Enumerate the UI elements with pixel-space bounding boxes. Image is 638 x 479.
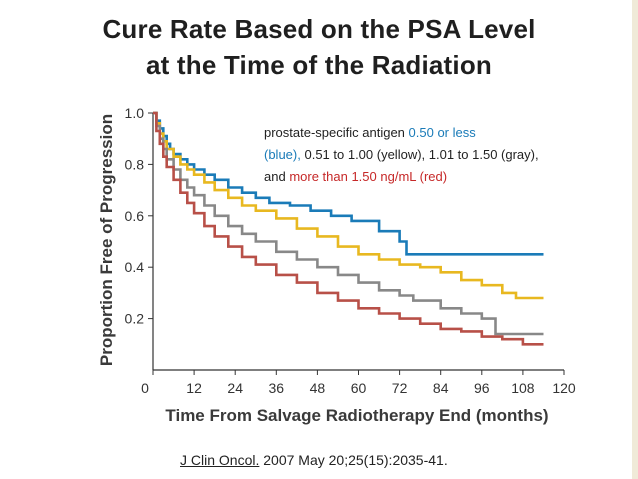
x-tick-label: 12 (186, 380, 202, 396)
x-axis-label: Time From Salvage Radiotherapy End (mont… (165, 406, 548, 425)
y-axis-label: Proportion Free of Progression (97, 114, 116, 366)
x-tick-label: 84 (433, 380, 449, 396)
x-tick-label: 108 (511, 380, 535, 396)
y-tick-label: 0.8 (125, 156, 145, 172)
x-tick-label: 0 (141, 380, 149, 396)
y-tick-label: 0.6 (125, 208, 145, 224)
legend-red-label: more than 1.50 ng/mL (red) (289, 169, 448, 184)
citation: J Clin Oncol. 2007 May 20;25(15):2035-41… (180, 452, 448, 468)
legend-middle: 0.51 to 1.00 (yellow), 1.01 to 1.50 (gra… (264, 147, 539, 184)
legend-blue-label: 0.50 or less (408, 125, 476, 140)
x-tick-label: 72 (392, 380, 408, 396)
x-tick-label: 96 (474, 380, 490, 396)
series-line-4 (153, 111, 544, 346)
y-ticks: 0.2 0.4 0.6 0.8 1.0 (125, 105, 153, 327)
series-line-3 (153, 111, 544, 336)
slide-edge (632, 0, 638, 479)
series-lines (153, 111, 544, 346)
legend-text: prostate-specific antigen 0.50 or less (… (264, 122, 554, 188)
series-line-2 (153, 111, 544, 300)
y-tick-label: 0.4 (125, 259, 145, 275)
x-ticks: 0 12 24 36 48 60 72 84 96 108 120 (141, 370, 576, 396)
x-tick-label: 24 (227, 380, 243, 396)
slide-title-line1: Cure Rate Based on the PSA Level (102, 14, 536, 44)
legend-blue-paren: (blue), (264, 147, 301, 162)
x-tick-label: 48 (310, 380, 326, 396)
slide-title-line2: at the Time of the Radiation (145, 50, 493, 80)
x-tick-label: 36 (269, 380, 285, 396)
y-tick-label: 0.2 (125, 311, 145, 327)
x-tick-label: 120 (552, 380, 576, 396)
legend-intro: prostate-specific antigen (264, 125, 409, 140)
citation-details: 2007 May 20;25(15):2035-41. (259, 452, 448, 468)
x-tick-label: 60 (351, 380, 367, 396)
citation-journal: J Clin Oncol. (180, 452, 260, 468)
y-tick-label: 1.0 (125, 105, 145, 121)
y-axis-label-group: Proportion Free of Progression (97, 114, 116, 366)
